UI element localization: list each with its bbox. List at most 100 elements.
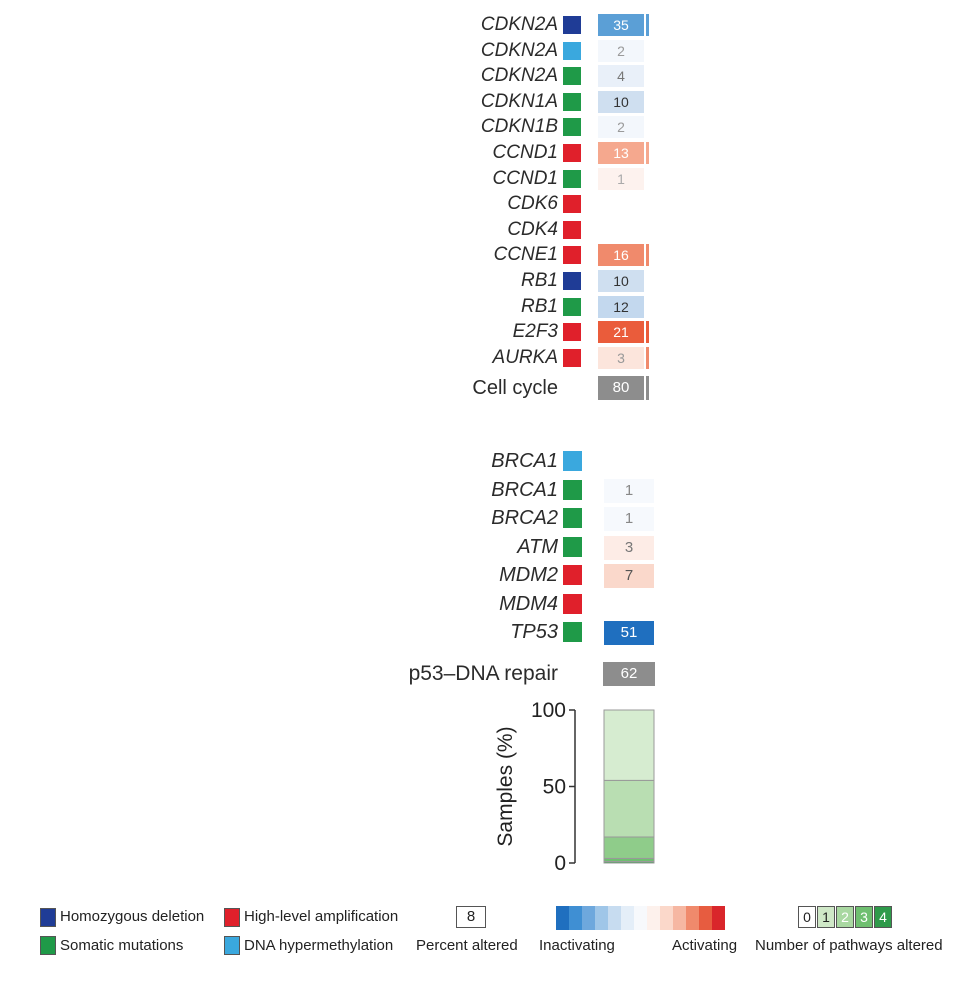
pathway-count-box: 1 xyxy=(817,906,835,928)
pathway-summary-value: 80 xyxy=(598,376,644,400)
gene-label: CCND1 xyxy=(492,142,558,163)
alteration-type-swatch xyxy=(563,16,581,34)
alteration-type-swatch xyxy=(563,92,581,111)
color-scale-cell xyxy=(712,906,725,930)
alteration-type-swatch xyxy=(563,246,581,265)
percent-altered-cell: 1 xyxy=(604,478,654,503)
percent-altered-cell: 13 xyxy=(598,142,644,164)
percent-altered-cell: 3 xyxy=(604,535,654,560)
pathway-count-box: 2 xyxy=(836,906,854,928)
legend-swatch-amp xyxy=(224,908,240,927)
y-tick-label: 0 xyxy=(554,852,566,870)
legend-label: Somatic mutations xyxy=(60,937,184,954)
legend-swatch-homdel xyxy=(40,908,56,927)
gene-label: MDM4 xyxy=(499,592,558,615)
alteration-type-swatch xyxy=(563,536,582,557)
color-scale-cell xyxy=(699,906,712,930)
gene-label: CDK4 xyxy=(507,218,558,240)
pathway-count-box: 4 xyxy=(874,906,892,928)
percent-altered-cell: 2 xyxy=(598,39,644,62)
alteration-type-swatch xyxy=(563,622,582,642)
gene-label: CDKN1B xyxy=(480,116,558,138)
legend-swatch-mutation xyxy=(40,936,56,955)
gene-label: TP53 xyxy=(510,621,558,643)
legend-label: Inactivating xyxy=(539,937,615,954)
stacked-bar-segment xyxy=(603,779,655,838)
legend-label: High-level amplification xyxy=(244,908,399,925)
percent-altered-cell: 1 xyxy=(604,507,654,531)
percent-altered-cell: 16 xyxy=(598,244,644,267)
y-tick-label: 100 xyxy=(531,700,566,722)
gene-label: BRCA2 xyxy=(491,507,558,529)
color-scale-cell xyxy=(647,906,660,930)
pathway-count-box: 0 xyxy=(798,906,816,928)
alteration-type-swatch xyxy=(563,195,581,214)
color-scale-cell xyxy=(556,906,569,930)
gene-label: CCND1 xyxy=(492,167,558,189)
gene-label: CCNE1 xyxy=(493,244,558,266)
color-scale-cell xyxy=(569,906,582,930)
gene-label: BRCA1 xyxy=(491,478,558,501)
percent-altered-example: 8 xyxy=(456,906,486,928)
percent-altered-cell: 35 xyxy=(598,14,644,36)
percent-altered-cell: 12 xyxy=(598,295,644,318)
legend-label: DNA hypermethylation xyxy=(244,937,394,954)
gene-label: ATM xyxy=(517,535,558,558)
alteration-type-swatch xyxy=(563,508,582,528)
activation-tick xyxy=(646,244,649,267)
alteration-type-swatch xyxy=(563,67,581,86)
legend-label: Activating xyxy=(672,937,738,954)
y-tick-label: 50 xyxy=(543,776,566,799)
legend-swatch-hypermeth xyxy=(224,936,240,955)
gene-label: RB1 xyxy=(521,270,558,291)
activation-tick xyxy=(646,321,649,344)
color-scale-cell xyxy=(660,906,673,930)
activation-tick xyxy=(646,346,649,369)
color-scale-cell xyxy=(686,906,699,930)
color-scale-cell xyxy=(673,906,686,930)
y-axis-label: Samples (%) xyxy=(494,726,517,846)
activation-tick xyxy=(646,14,649,36)
alteration-type-swatch xyxy=(563,41,581,60)
percent-altered-cell: 10 xyxy=(598,90,644,113)
summary-tick xyxy=(646,376,649,400)
percent-altered-cell: 10 xyxy=(598,270,644,292)
gene-label: BRCA1 xyxy=(491,450,558,472)
gene-label: CDKN2A xyxy=(480,65,558,87)
alteration-type-swatch xyxy=(563,565,582,585)
alteration-type-swatch xyxy=(563,169,581,188)
gene-label: E2F3 xyxy=(512,321,558,343)
percent-altered-cell: 3 xyxy=(598,346,644,369)
alteration-type-swatch xyxy=(563,323,581,342)
alteration-type-swatch xyxy=(563,220,581,239)
percent-altered-cell: 1 xyxy=(598,167,644,190)
gene-label: CDKN2A xyxy=(480,14,558,35)
pathway-summary-label: Cell cycle xyxy=(472,377,558,399)
stacked-bar-segment xyxy=(603,709,655,781)
stacked-bar-segment xyxy=(603,836,655,859)
percent-altered-cell: 4 xyxy=(598,65,644,88)
percent-altered-cell: 2 xyxy=(598,116,644,139)
percent-altered-cell: 21 xyxy=(598,321,644,344)
pathway-summary-label: p53–DNA repair xyxy=(408,662,558,685)
percent-altered-cell: 51 xyxy=(604,621,654,645)
legend-label: Number of pathways altered xyxy=(755,937,943,954)
gene-label: AURKA xyxy=(492,346,558,368)
color-scale-cell xyxy=(621,906,634,930)
alteration-type-swatch xyxy=(563,272,581,290)
color-scale-cell xyxy=(595,906,608,930)
color-scale-cell xyxy=(608,906,621,930)
alteration-type-swatch xyxy=(563,144,581,162)
percent-altered-cell: 7 xyxy=(604,564,654,588)
color-scale-cell xyxy=(634,906,647,930)
alteration-type-swatch xyxy=(563,118,581,137)
color-scale-cell xyxy=(582,906,595,930)
activation-tick xyxy=(646,142,649,164)
pathway-count-box: 3 xyxy=(855,906,873,928)
gene-label: CDKN2A xyxy=(480,39,558,61)
gene-label: MDM2 xyxy=(499,564,558,586)
alteration-type-swatch xyxy=(563,451,582,471)
gene-label: CDK6 xyxy=(507,193,558,215)
alteration-type-swatch xyxy=(563,297,581,316)
gene-label: RB1 xyxy=(521,295,558,317)
